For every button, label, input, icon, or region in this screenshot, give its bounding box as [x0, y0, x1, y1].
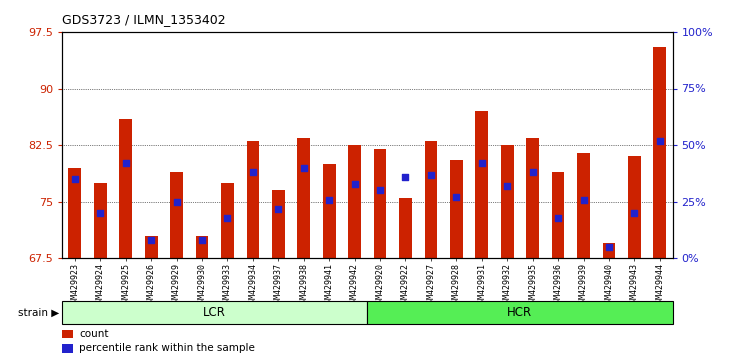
Bar — [577, 153, 590, 258]
Bar — [94, 183, 107, 258]
Bar — [145, 236, 157, 258]
Text: HCR: HCR — [507, 306, 532, 319]
Point — [298, 165, 310, 171]
Point — [94, 210, 106, 216]
Point — [247, 170, 259, 175]
Bar — [246, 141, 260, 258]
Bar — [552, 172, 564, 258]
Bar — [62, 301, 367, 324]
Bar — [348, 145, 361, 258]
Text: GDS3723 / ILMN_1353402: GDS3723 / ILMN_1353402 — [62, 13, 226, 26]
Bar — [399, 198, 412, 258]
Bar — [62, 330, 73, 338]
Point — [425, 172, 436, 177]
Bar — [196, 236, 208, 258]
Bar — [298, 138, 310, 258]
Bar — [501, 145, 514, 258]
Bar — [62, 344, 73, 353]
Bar — [69, 168, 81, 258]
Point — [527, 170, 539, 175]
Bar — [526, 138, 539, 258]
Bar — [367, 301, 673, 324]
Point — [501, 183, 513, 189]
Point — [374, 188, 386, 193]
Bar — [170, 172, 183, 258]
Bar — [602, 243, 616, 258]
Bar — [654, 47, 666, 258]
Bar — [323, 164, 336, 258]
Point — [171, 199, 183, 205]
Bar — [475, 111, 488, 258]
Point — [400, 174, 412, 180]
Point — [603, 244, 615, 250]
Point — [577, 197, 589, 202]
Point — [349, 181, 360, 187]
Bar — [119, 119, 132, 258]
Point — [273, 206, 284, 211]
Bar — [272, 190, 284, 258]
Text: percentile rank within the sample: percentile rank within the sample — [79, 343, 255, 353]
Point — [552, 215, 564, 221]
Point — [120, 160, 132, 166]
Bar — [628, 156, 641, 258]
Point — [196, 238, 208, 243]
Point — [69, 176, 80, 182]
Text: count: count — [79, 329, 109, 339]
Point — [450, 194, 462, 200]
Point — [323, 197, 335, 202]
Text: LCR: LCR — [203, 306, 226, 319]
Bar — [221, 183, 234, 258]
Point — [476, 160, 488, 166]
Bar — [450, 160, 463, 258]
Point — [145, 238, 157, 243]
Point — [629, 210, 640, 216]
Text: strain ▶: strain ▶ — [18, 307, 59, 318]
Point — [654, 138, 666, 143]
Point — [221, 215, 233, 221]
Bar — [374, 149, 387, 258]
Bar — [425, 141, 437, 258]
